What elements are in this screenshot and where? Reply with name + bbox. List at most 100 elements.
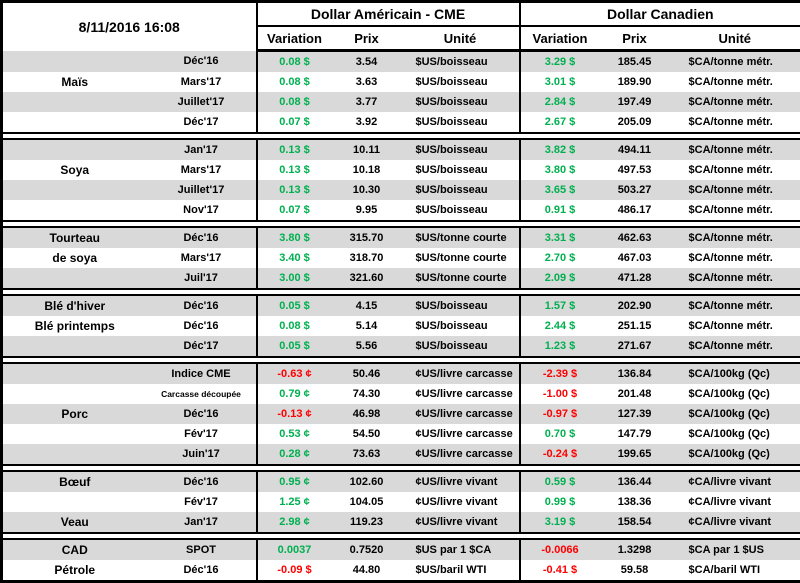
cad-price: 202.90 — [600, 295, 670, 316]
usd-price: 9.95 — [332, 200, 402, 221]
cad-price: 471.28 — [600, 268, 670, 289]
cad-price: 1.3298 — [600, 539, 670, 560]
usd-unit: $US/boisseau — [402, 112, 520, 133]
usd-variation: 0.08 $ — [257, 316, 332, 336]
cad-unit: $CA/100kg (Qc) — [670, 444, 800, 465]
commodity-label: Soya — [2, 160, 147, 180]
usd-variation: 0.13 $ — [257, 180, 332, 200]
contract-month: Juil'17 — [147, 268, 257, 289]
contract-month: Juillet'17 — [147, 92, 257, 112]
usd-price: 73.63 — [332, 444, 402, 465]
cad-price: 199.65 — [600, 444, 670, 465]
cad-price: 59.58 — [600, 560, 670, 582]
cad-variation: -2.39 $ — [520, 363, 600, 384]
contract-month: Déc'17 — [147, 112, 257, 133]
cad-unit: ¢CA/livre vivant — [670, 512, 800, 533]
contract-month: Déc'16 — [147, 295, 257, 316]
commodity-label: Maïs — [2, 72, 147, 92]
usd-price: 119.23 — [332, 512, 402, 533]
usd-variation: 1.25 ¢ — [257, 492, 332, 512]
col-header-cad-unite: Unité — [670, 26, 800, 51]
cad-variation: 0.59 $ — [520, 471, 600, 492]
usd-unit: $US/boisseau — [402, 160, 520, 180]
cad-unit: $CA/tonne métr. — [670, 227, 800, 248]
cad-variation: 1.23 $ — [520, 336, 600, 357]
usd-variation: 0.05 $ — [257, 295, 332, 316]
cad-price: 185.45 — [600, 51, 670, 73]
usd-unit: $US/boisseau — [402, 72, 520, 92]
col-header-usd-unite: Unité — [402, 26, 520, 51]
cad-variation: 3.19 $ — [520, 512, 600, 533]
usd-unit: ¢US/livre carcasse — [402, 424, 520, 444]
usd-price: 318.70 — [332, 248, 402, 268]
contract-month: Jan'17 — [147, 139, 257, 160]
cad-variation: 2.84 $ — [520, 92, 600, 112]
cad-unit: $CA/tonne métr. — [670, 160, 800, 180]
contract-month: Mars'17 — [147, 72, 257, 92]
cad-price: 494.11 — [600, 139, 670, 160]
usd-unit: ¢US/livre vivant — [402, 492, 520, 512]
usd-price: 5.14 — [332, 316, 402, 336]
commodity-label — [2, 200, 147, 221]
usd-unit: ¢US/livre carcasse — [402, 384, 520, 404]
commodity-label: Blé d'hiver — [2, 295, 147, 316]
usd-variation: 0.28 ¢ — [257, 444, 332, 465]
cad-unit: $CA/100kg (Qc) — [670, 404, 800, 424]
usd-price: 321.60 — [332, 268, 402, 289]
usd-unit: $US/tonne courte — [402, 227, 520, 248]
usd-price: 10.11 — [332, 139, 402, 160]
cad-unit: $CA/tonne métr. — [670, 72, 800, 92]
commodity-label — [2, 92, 147, 112]
commodity-label — [2, 139, 147, 160]
contract-month: SPOT — [147, 539, 257, 560]
commodity-label — [2, 51, 147, 73]
usd-price: 10.18 — [332, 160, 402, 180]
commodity-label — [2, 424, 147, 444]
usd-variation: 0.08 $ — [257, 51, 332, 73]
commodity-label: Veau — [2, 512, 147, 533]
report-timestamp: 8/11/2016 16:08 — [2, 2, 257, 51]
usd-price: 104.05 — [332, 492, 402, 512]
usd-unit: $US/boisseau — [402, 139, 520, 160]
cad-price: 486.17 — [600, 200, 670, 221]
usd-price: 3.54 — [332, 51, 402, 73]
usd-unit: ¢US/livre carcasse — [402, 444, 520, 465]
usd-unit: $US/baril WTI — [402, 560, 520, 582]
usd-variation: 0.0037 — [257, 539, 332, 560]
usd-variation: 0.95 ¢ — [257, 471, 332, 492]
commodity-label: Tourteau — [2, 227, 147, 248]
cad-variation: -0.0066 — [520, 539, 600, 560]
cad-unit: $CA/tonne métr. — [670, 51, 800, 73]
usd-unit: $US/boisseau — [402, 180, 520, 200]
table-row: Indice CME-0.63 ¢50.46¢US/livre carcasse… — [2, 363, 800, 384]
cad-price: 138.36 — [600, 492, 670, 512]
usd-variation: 2.98 ¢ — [257, 512, 332, 533]
cad-unit: $CA/tonne métr. — [670, 180, 800, 200]
usd-price: 315.70 — [332, 227, 402, 248]
cad-price: 251.15 — [600, 316, 670, 336]
contract-month: Juin'17 — [147, 444, 257, 465]
cad-unit: ¢CA/livre vivant — [670, 471, 800, 492]
contract-month: Déc'16 — [147, 471, 257, 492]
cad-variation: 0.70 $ — [520, 424, 600, 444]
commodity-label — [2, 112, 147, 133]
usd-price: 5.56 — [332, 336, 402, 357]
usd-unit: ¢US/livre carcasse — [402, 363, 520, 384]
usd-variation: 0.07 $ — [257, 200, 332, 221]
cad-price: 189.90 — [600, 72, 670, 92]
commodity-label: Blé printemps — [2, 316, 147, 336]
cad-variation: 0.91 $ — [520, 200, 600, 221]
